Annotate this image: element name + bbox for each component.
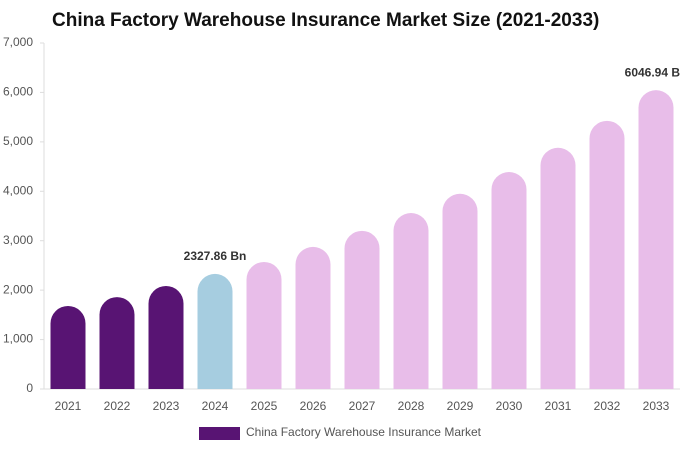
x-tick-label: 2022	[104, 399, 131, 413]
y-tick-label: 5,000	[3, 134, 33, 148]
legend-label: China Factory Warehouse Insurance Market	[246, 425, 482, 439]
x-tick-label: 2029	[447, 399, 474, 413]
bar	[344, 230, 380, 389]
x-tick-label: 2032	[594, 399, 621, 413]
value-label: 2327.86 Bn	[184, 249, 247, 263]
y-tick-label: 7,000	[3, 35, 33, 49]
x-tick-label: 2031	[545, 399, 572, 413]
x-tick-label: 2033	[643, 399, 670, 413]
value-label: 6046.94 Bn	[625, 65, 680, 79]
x-tick-label: 2028	[398, 399, 425, 413]
bar	[246, 261, 282, 389]
y-tick-label: 4,000	[3, 183, 33, 197]
x-tick-label: 2023	[153, 399, 180, 413]
y-tick-label: 3,000	[3, 233, 33, 247]
bar	[197, 273, 233, 389]
x-tick-label: 2021	[55, 399, 82, 413]
y-tick-label: 6,000	[3, 85, 33, 99]
x-tick-label: 2025	[251, 399, 278, 413]
legend-swatch	[199, 427, 240, 440]
y-tick-label: 1,000	[3, 332, 33, 346]
y-tick-label: 2,000	[3, 282, 33, 296]
bar	[99, 297, 135, 389]
x-tick-label: 2024	[202, 399, 229, 413]
bar	[148, 285, 184, 389]
bar	[50, 305, 86, 389]
bar	[540, 147, 576, 389]
bar	[589, 120, 625, 389]
x-tick-label: 2026	[300, 399, 327, 413]
x-tick-label: 2027	[349, 399, 376, 413]
bar	[295, 246, 331, 389]
bar	[638, 90, 674, 389]
chart-title: China Factory Warehouse Insurance Market…	[52, 10, 599, 31]
x-tick-label: 2030	[496, 399, 523, 413]
y-tick-label: 0	[26, 381, 33, 395]
bar	[393, 213, 429, 389]
bar	[491, 172, 527, 389]
bar	[442, 193, 478, 389]
